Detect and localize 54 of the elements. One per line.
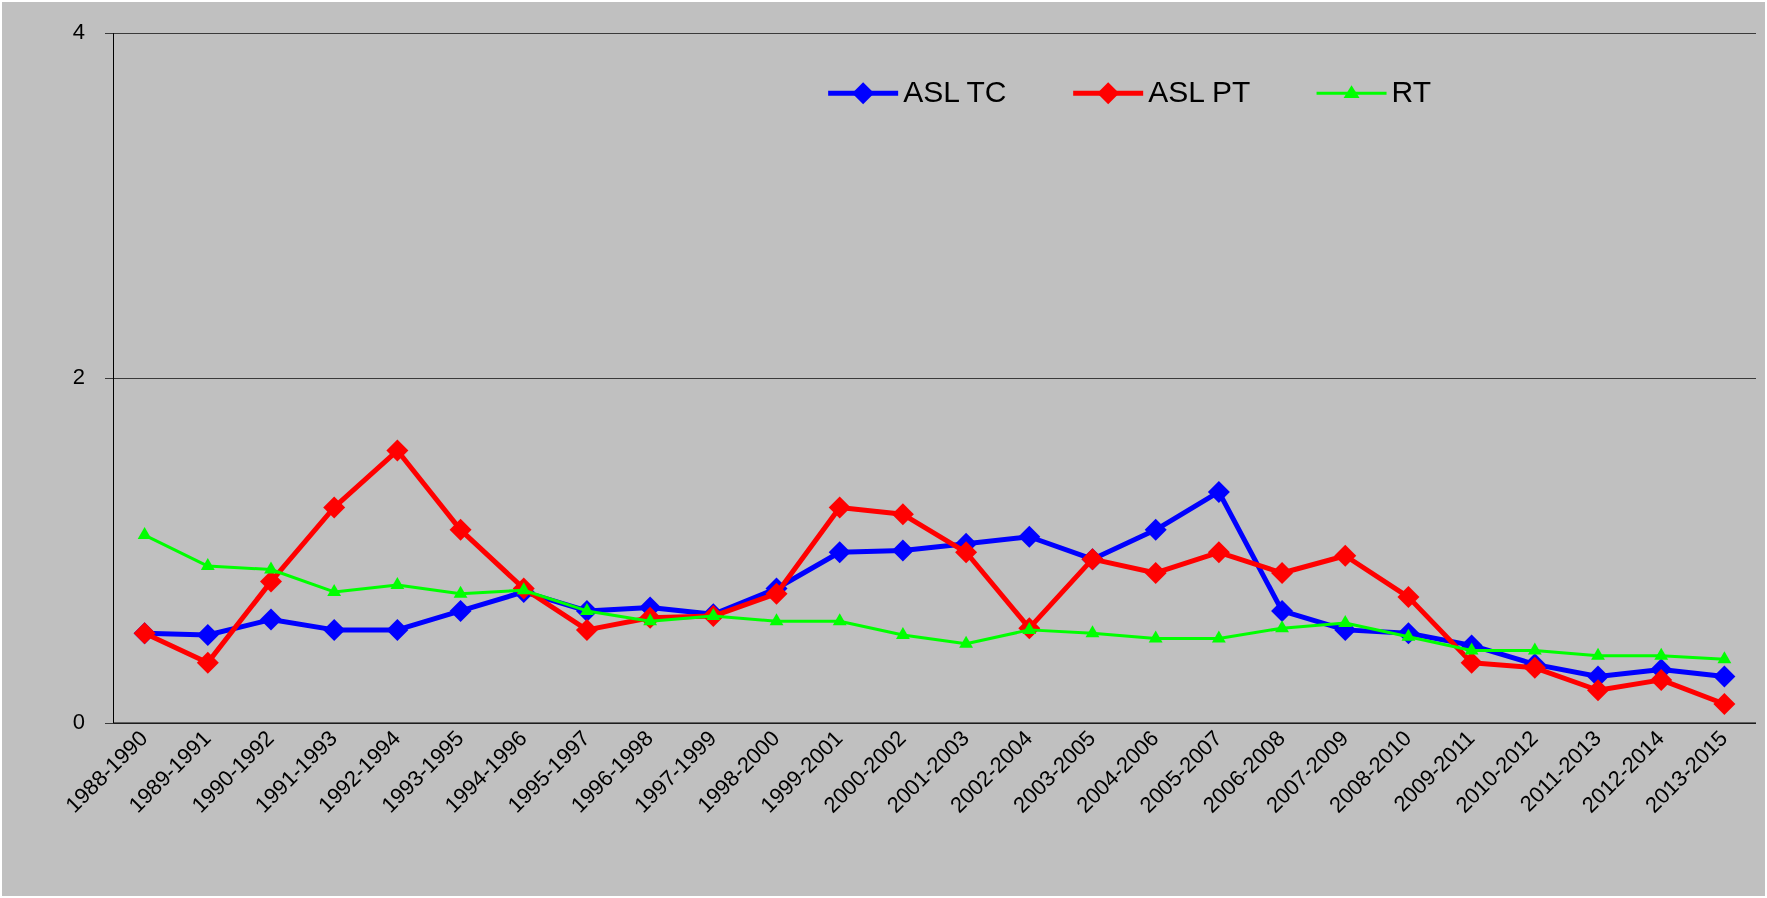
point [1717,651,1732,664]
point [1275,620,1289,633]
point [769,613,784,626]
point [264,561,278,574]
point [323,618,346,641]
point [1207,480,1230,503]
point [891,539,914,562]
point [196,624,219,647]
point [891,503,914,526]
point [327,583,342,596]
y-tick-label: 2 [72,364,85,390]
point [1085,625,1100,638]
point [955,541,978,564]
point [832,613,847,626]
point [1587,679,1610,702]
point [137,527,152,540]
point [1211,630,1226,643]
point [386,439,409,462]
point [449,599,472,622]
point [1271,561,1294,584]
point [196,651,219,674]
legend-label: ASL TC [903,75,1007,109]
point [390,577,405,590]
point [959,635,974,648]
point [1650,668,1673,691]
point [323,496,346,519]
point [828,496,851,519]
point [200,558,215,571]
point [449,518,472,541]
point [1144,561,1167,584]
point [1207,541,1230,564]
point [386,618,409,641]
point [1591,647,1605,660]
point [575,618,598,641]
point [1148,630,1163,643]
point [453,585,468,598]
legend-label: RT [1391,75,1431,109]
point [1654,647,1669,660]
point [895,627,910,640]
point [259,608,282,631]
point [1338,614,1353,627]
point [765,582,788,605]
point [1713,693,1736,716]
point [1397,586,1420,609]
point [1713,665,1736,688]
point [828,541,851,564]
point [1271,599,1294,622]
point [1527,642,1542,655]
y-tick-label: 4 [72,19,85,45]
point [1018,525,1041,548]
y-tick-label: 0 [72,709,85,735]
point [1144,518,1167,541]
point [1334,544,1357,567]
legend-label: ASL PT [1148,75,1251,109]
